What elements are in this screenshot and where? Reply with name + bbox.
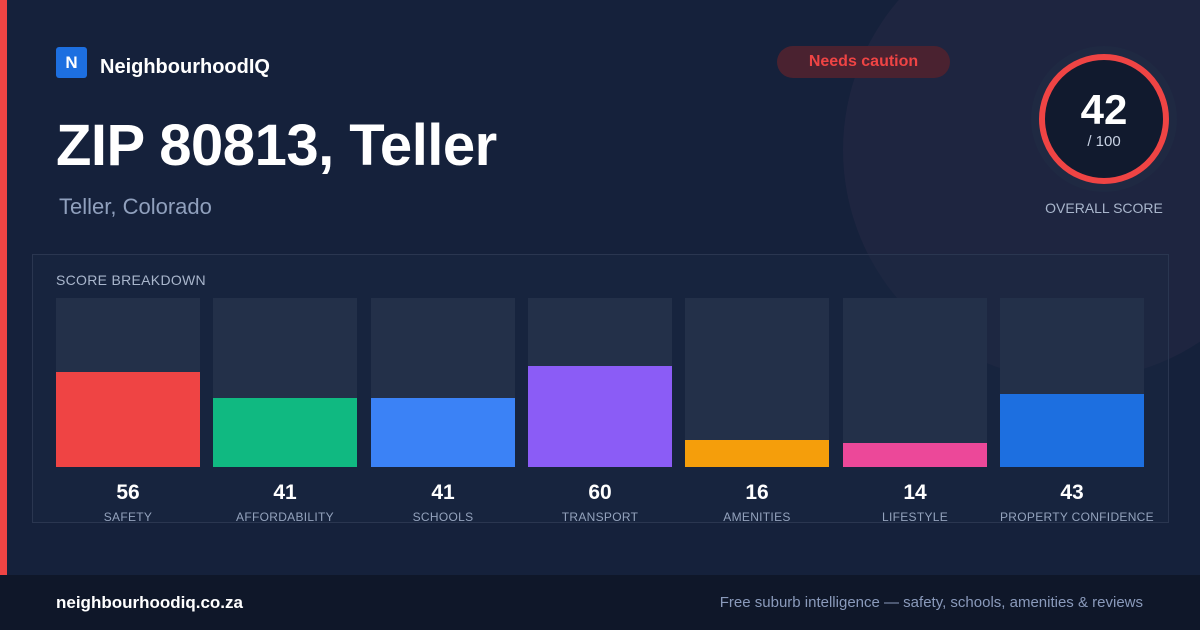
bar-track (371, 298, 515, 467)
overall-score-label: OVERALL SCORE (1045, 200, 1163, 216)
bar-category-label: AMENITIES (723, 510, 791, 524)
accent-bar (0, 0, 7, 575)
bar-column: 43 PROPERTY CONFIDENCE (1000, 298, 1154, 524)
overall-score-value: 42 (1080, 86, 1128, 133)
bar-track (56, 298, 200, 467)
bar-category-label: AFFORDABILITY (236, 510, 334, 524)
bar-value-label: 56 (116, 481, 140, 504)
bar-column: 41 AFFORDABILITY (213, 298, 357, 524)
bar (685, 440, 829, 467)
bar-column: 16 AMENITIES (685, 298, 829, 524)
bar-track (685, 298, 829, 467)
brand-logo-icon: N (56, 47, 87, 78)
gauge-ring (1031, 46, 1177, 192)
score-breakdown-title: SCORE BREAKDOWN (56, 272, 206, 288)
brand[interactable]: N NeighbourhoodIQ (56, 46, 270, 79)
bar (371, 398, 515, 467)
bar-value-label: 16 (745, 481, 769, 504)
footer: neighbourhoodiq.co.za Free suburb intell… (0, 575, 1200, 630)
brand-name: NeighbourhoodIQ (100, 56, 270, 78)
bar (843, 443, 987, 467)
bar-track (843, 298, 987, 467)
status-badge: Needs caution (777, 46, 950, 78)
bar-value-label: 41 (431, 481, 455, 504)
bar-column: 56 SAFETY (56, 298, 200, 524)
bar (1000, 394, 1144, 467)
footer-tagline: Free suburb intelligence — safety, schoo… (719, 594, 1143, 611)
bar (213, 398, 357, 467)
bar-category-label: PROPERTY CONFIDENCE (1000, 510, 1154, 524)
page-title: ZIP 80813, Teller (56, 113, 497, 178)
bar (528, 366, 672, 467)
bar-value-label: 60 (588, 481, 612, 504)
bar-track (528, 298, 672, 467)
bar-category-label: SCHOOLS (412, 510, 474, 524)
page-subtitle: Teller, Colorado (59, 194, 212, 219)
bar-track (213, 298, 357, 467)
bar-value-label: 41 (273, 481, 297, 504)
bar (56, 372, 200, 467)
footer-site-link[interactable]: neighbourhoodiq.co.za (56, 593, 243, 612)
bar-category-label: TRANSPORT (561, 510, 639, 524)
bar-track (1000, 298, 1144, 467)
score-breakdown-panel: SCORE BREAKDOWN 56 SAFETY 41 AFFORDABILITY 4… (32, 254, 1169, 524)
bar-category-label: SAFETY (103, 510, 153, 524)
bar-column: 60 TRANSPORT (528, 298, 672, 524)
overall-score-max: / 100 (1087, 133, 1121, 150)
bar-value-label: 14 (903, 481, 927, 504)
bar-category-label: LIFESTYLE (881, 510, 949, 524)
bar-column: 14 LIFESTYLE (843, 298, 987, 524)
bar-value-label: 43 (1060, 481, 1084, 504)
overall-score-gauge: 42 / 100 (1027, 42, 1181, 196)
bar-column: 41 SCHOOLS (371, 298, 515, 524)
